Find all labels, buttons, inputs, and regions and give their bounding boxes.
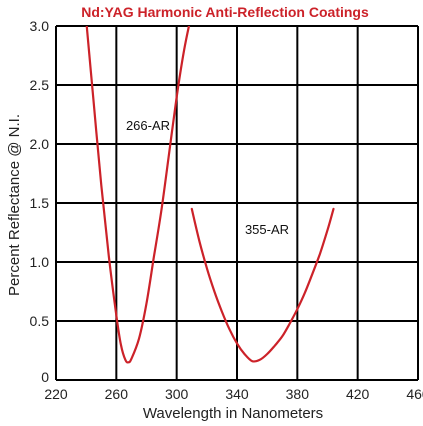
y-tick-label: 0.5 <box>30 313 50 329</box>
annotations: 266-AR 355-AR <box>126 118 289 237</box>
y-axis-label: Percent Reflectance @ N.I. <box>6 114 23 296</box>
y-axis-ticks: 0 0.5 1.0 1.5 2.0 2.5 3.0 <box>30 18 50 385</box>
chart-title: Nd:YAG Harmonic Anti-Reflection Coatings <box>81 4 369 20</box>
x-tick-label: 260 <box>105 386 129 402</box>
x-axis-ticks: 220 260 300 340 380 420 460 <box>44 386 423 402</box>
x-tick-label: 380 <box>286 386 310 402</box>
x-tick-label: 420 <box>346 386 370 402</box>
series-line-355-AR <box>190 207 335 363</box>
annotation-355-AR: 355-AR <box>245 222 289 237</box>
annotation-266-AR: 266-AR <box>126 118 170 133</box>
x-tick-label: 340 <box>225 386 249 402</box>
x-tick-label: 220 <box>44 386 68 402</box>
y-tick-label: 1.0 <box>30 254 50 270</box>
y-tick-label: 2.0 <box>30 136 50 152</box>
x-tick-label: 460 <box>406 386 423 402</box>
y-tick-label: 1.5 <box>30 195 50 211</box>
x-tick-label: 300 <box>165 386 189 402</box>
grid <box>55 25 419 381</box>
series-layer <box>85 26 335 364</box>
y-tick-label: 2.5 <box>30 77 50 93</box>
y-tick-label: 3.0 <box>30 18 50 34</box>
series-line-266-AR <box>85 26 191 364</box>
x-axis-label: Wavelength in Nanometers <box>143 405 323 422</box>
y-tick-label: 0 <box>41 369 49 385</box>
